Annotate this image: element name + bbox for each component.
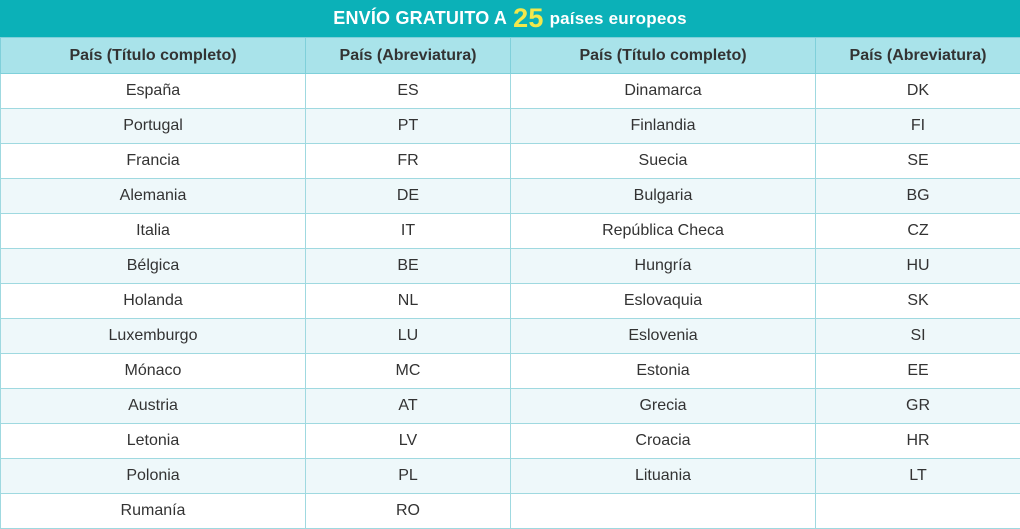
country-code-cell: CZ [816, 214, 1020, 249]
country-name-cell: Croacia [511, 424, 816, 459]
country-name-cell: Eslovenia [511, 319, 816, 354]
country-code-cell: LT [816, 459, 1020, 494]
country-code-cell: NL [306, 284, 511, 319]
country-name-cell: España [1, 74, 306, 109]
country-name-cell: Portugal [1, 109, 306, 144]
country-code-cell: GR [816, 389, 1020, 424]
country-name-cell: Holanda [1, 284, 306, 319]
country-code-cell: SE [816, 144, 1020, 179]
header-full-name-1: País (Título completo) [1, 38, 306, 74]
title-prefix: ENVÍO GRATUITO A [333, 8, 507, 29]
country-name-cell: Lituania [511, 459, 816, 494]
country-name-cell: Finlandia [511, 109, 816, 144]
country-code-cell: DK [816, 74, 1020, 109]
country-code-cell: SI [816, 319, 1020, 354]
country-code-cell: LV [306, 424, 511, 459]
header-abbr-1: País (Abreviatura) [306, 38, 511, 74]
title-number: 25 [513, 5, 543, 32]
country-code-cell: AT [306, 389, 511, 424]
country-code-cell: MC [306, 354, 511, 389]
country-name-cell: Mónaco [1, 354, 306, 389]
country-code-cell: SK [816, 284, 1020, 319]
country-name-cell: Bélgica [1, 249, 306, 284]
country-code-cell: BG [816, 179, 1020, 214]
country-name-cell: Estonia [511, 354, 816, 389]
country-name-cell [511, 494, 816, 529]
country-code-cell: HR [816, 424, 1020, 459]
country-name-cell: Francia [1, 144, 306, 179]
country-name-cell: Bulgaria [511, 179, 816, 214]
country-code-cell: DE [306, 179, 511, 214]
country-name-cell: Suecia [511, 144, 816, 179]
country-code-cell: RO [306, 494, 511, 529]
country-name-cell: Italia [1, 214, 306, 249]
country-code-cell: IT [306, 214, 511, 249]
country-name-cell: República Checa [511, 214, 816, 249]
country-name-cell: Austria [1, 389, 306, 424]
country-name-cell: Alemania [1, 179, 306, 214]
country-code-cell: HU [816, 249, 1020, 284]
country-code-cell: PT [306, 109, 511, 144]
header-full-name-2: País (Título completo) [511, 38, 816, 74]
country-name-cell: Rumanía [1, 494, 306, 529]
header-row: País (Título completo) País (Abreviatura… [1, 38, 1020, 74]
country-code-cell: LU [306, 319, 511, 354]
country-code-cell: FI [816, 109, 1020, 144]
country-code-cell: BE [306, 249, 511, 284]
country-code-cell: ES [306, 74, 511, 109]
country-name-cell: Polonia [1, 459, 306, 494]
country-name-cell: Luxemburgo [1, 319, 306, 354]
country-name-cell: Dinamarca [511, 74, 816, 109]
country-code-cell: EE [816, 354, 1020, 389]
countries-table: País (Título completo) País (Abreviatura… [0, 37, 1020, 529]
title-suffix: países europeos [550, 9, 687, 29]
country-name-cell: Eslovaquia [511, 284, 816, 319]
header-abbr-2: País (Abreviatura) [816, 38, 1020, 74]
country-name-cell: Grecia [511, 389, 816, 424]
country-name-cell: Hungría [511, 249, 816, 284]
country-code-cell: PL [306, 459, 511, 494]
table-title: ENVÍO GRATUITO A 25 países europeos [0, 0, 1020, 37]
country-name-cell: Letonia [1, 424, 306, 459]
country-code-cell: FR [306, 144, 511, 179]
country-code-cell [816, 494, 1020, 529]
